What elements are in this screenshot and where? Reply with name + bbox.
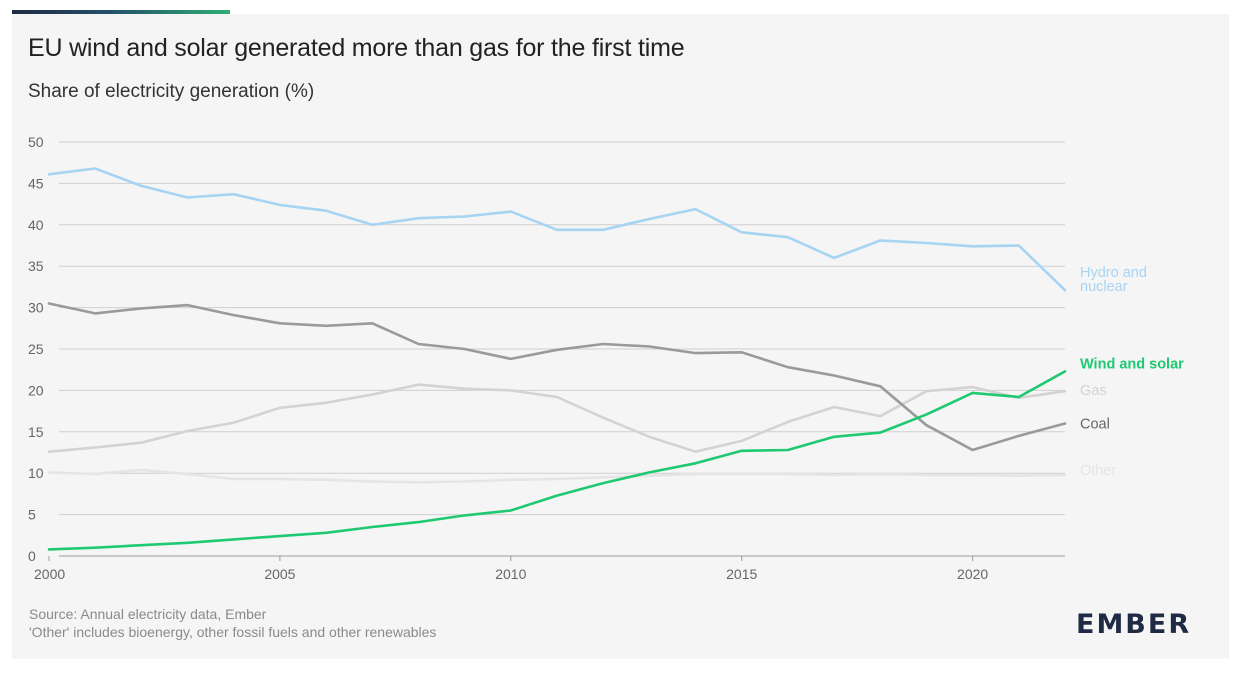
x-tick-label: 2010 <box>495 566 526 582</box>
series-line-coal <box>47 302 1067 452</box>
y-tick-label: 30 <box>28 300 44 316</box>
y-tick-label: 25 <box>28 341 44 357</box>
y-tick-label: 20 <box>28 382 44 398</box>
series-label: nuclear <box>1080 279 1128 295</box>
y-tick-label: 40 <box>28 217 44 233</box>
series-line-hydro-and-nuclear <box>47 167 1067 292</box>
line-chart: 0 5 10 15 20 25 30 35 40 45 50 2000 2005 2010 2015 2020… <box>28 134 1184 582</box>
series-line-other <box>47 468 1067 484</box>
y-tick-label: 45 <box>28 175 44 191</box>
gridlines <box>59 141 1065 557</box>
y-tick-label: 10 <box>28 465 44 481</box>
series-label: Gas <box>1080 383 1107 399</box>
series-label: Hydro and <box>1080 265 1147 281</box>
series-label: Other <box>1080 463 1116 479</box>
ember-logo: EMBER <box>1076 609 1192 640</box>
x-tick-label: 2000 <box>34 566 65 582</box>
series-label: Wind and solar <box>1080 356 1184 372</box>
axis-tick-labels: 0 5 10 15 20 25 30 35 40 45 50 2000 2005 2010 2015 2020 <box>28 134 988 582</box>
x-tick-label: 2015 <box>726 566 757 582</box>
series-line-gas <box>47 383 1067 454</box>
source-note: Source: Annual electricity data, Ember <box>29 606 267 622</box>
series-lines <box>47 167 1067 551</box>
y-tick-label: 50 <box>28 134 44 150</box>
chart-card: EU wind and solar generated more than ga… <box>12 14 1229 659</box>
y-tick-label: 35 <box>28 258 44 274</box>
x-tick-label: 2020 <box>957 566 988 582</box>
x-tick-label: 2005 <box>264 566 295 582</box>
y-tick-label: 15 <box>28 424 44 440</box>
series-line-wind-and-solar <box>47 370 1067 551</box>
other-definition-note: 'Other' includes bioenergy, other fossil… <box>29 624 437 640</box>
series-label: Coal <box>1080 417 1110 433</box>
brand-accent-bar <box>12 10 230 14</box>
chart-subtitle: Share of electricity generation (%) <box>28 81 315 102</box>
chart-title: EU wind and solar generated more than ga… <box>28 34 685 62</box>
y-tick-label: 0 <box>28 548 36 564</box>
y-tick-label: 5 <box>28 507 36 523</box>
